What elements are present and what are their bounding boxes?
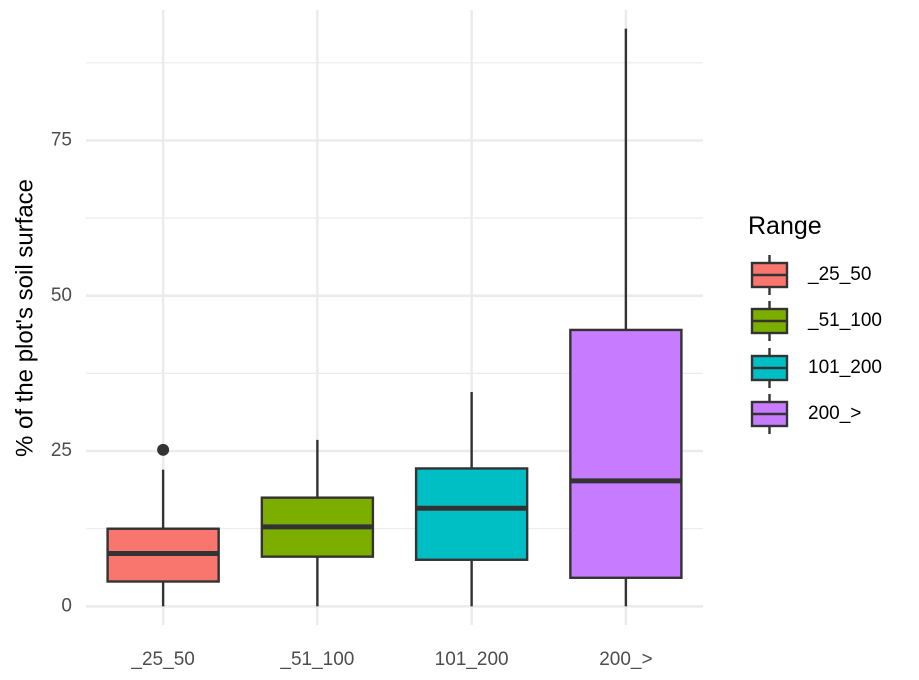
legend-label: 101_200 [808, 357, 882, 378]
y-tick-label: 50 [51, 285, 72, 306]
box-4 [569, 28, 683, 607]
legend-label: _51_100 [807, 310, 882, 331]
box-3 [414, 392, 529, 607]
box-iqr [414, 467, 529, 561]
box-1 [106, 443, 220, 607]
box-2 [260, 439, 375, 607]
legend-label: _25_50 [807, 264, 871, 285]
x-tick-label: _51_100 [279, 649, 354, 670]
y-axis-title: % of the plot's soil surface [11, 179, 38, 457]
legend-label: 200_> [808, 403, 861, 424]
outlier-point [157, 443, 170, 456]
legend-item-1: _25_50 [750, 255, 871, 295]
legend-item-3: 101_200 [750, 348, 882, 388]
legend-item-2: _51_100 [750, 301, 882, 341]
x-axis-ticks: _25_50 _51_100 101_200 200_> [130, 649, 652, 670]
y-tick-label: 25 [51, 440, 72, 461]
legend-item-4: 200_> [750, 394, 861, 434]
x-tick-label: _25_50 [130, 649, 194, 670]
legend-title: Range [748, 212, 822, 240]
box-iqr [569, 328, 683, 579]
x-tick-label: 101_200 [435, 649, 509, 670]
box-series [106, 28, 683, 607]
y-axis-ticks: 0 25 50 75 [51, 129, 72, 616]
y-tick-label: 0 [61, 595, 72, 616]
x-tick-label: 200_> [599, 649, 652, 670]
legend: Range _25_50 _51_100 101_200 200_> [748, 212, 882, 434]
y-tick-label: 75 [51, 129, 72, 150]
